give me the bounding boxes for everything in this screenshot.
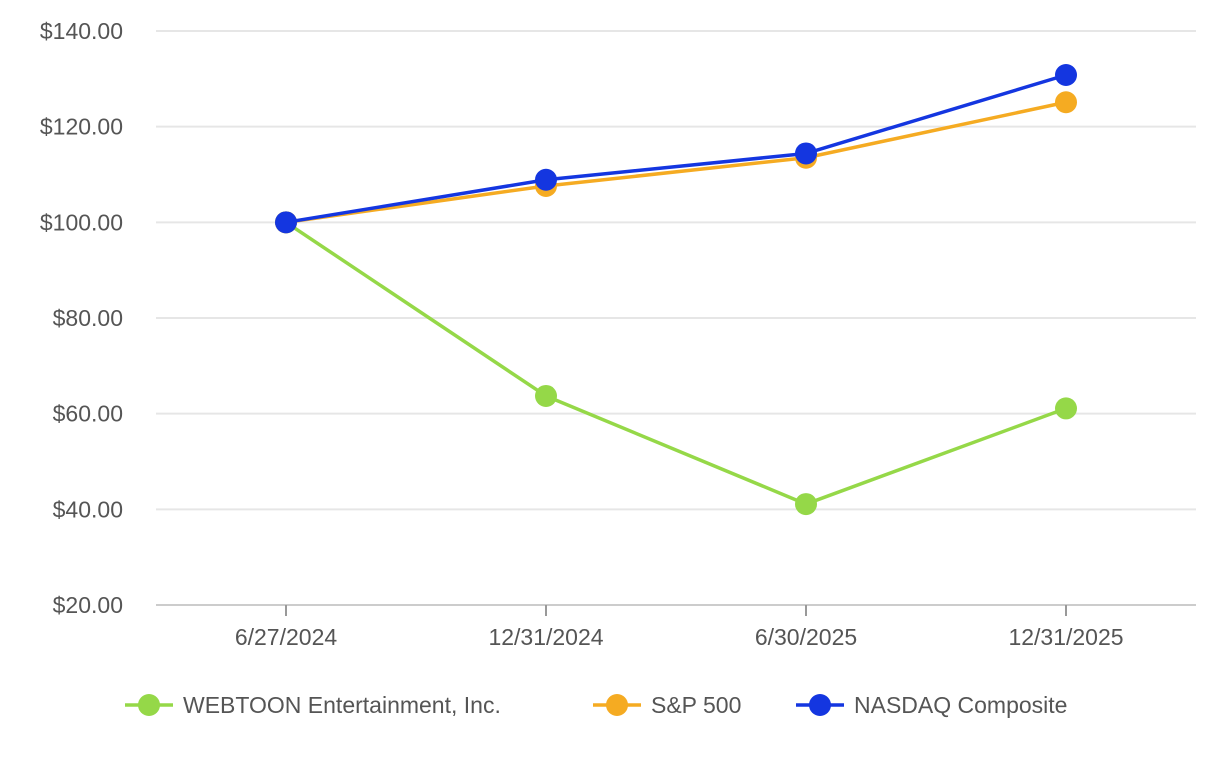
legend-label: NASDAQ Composite: [854, 692, 1067, 718]
grid-lines: [156, 30, 1196, 606]
x-axis: 6/27/2024 12/31/2024 6/30/2025 12/31/2025: [235, 605, 1124, 650]
y-tick-label: $60.00: [53, 401, 123, 427]
data-point: [795, 493, 817, 516]
data-point: [1055, 64, 1077, 87]
series-line: [285, 100, 1067, 225]
x-tick-label: 12/31/2025: [1008, 624, 1123, 650]
y-tick-label: $20.00: [53, 592, 123, 618]
y-tick-label: $40.00: [53, 496, 123, 522]
legend-swatch-marker: [138, 694, 160, 716]
data-point: [535, 384, 557, 407]
data-point: [1055, 91, 1077, 114]
series-group: [275, 64, 1077, 516]
legend: WEBTOON Entertainment, Inc. S&P 500 NASDAQ…: [125, 692, 1067, 718]
y-tick-label: $100.00: [40, 209, 123, 235]
x-tick-label: 6/27/2024: [235, 624, 338, 650]
series-line: [285, 220, 1067, 506]
series-2: [275, 64, 1077, 234]
data-point: [795, 142, 817, 165]
series-0: [275, 211, 1077, 516]
x-tick-label: 12/31/2024: [488, 624, 603, 650]
legend-label: S&P 500: [651, 692, 741, 718]
data-point: [1055, 397, 1077, 420]
y-tick-label: $140.00: [40, 18, 123, 44]
legend-swatch-marker: [809, 694, 831, 716]
x-tick-label: 6/30/2025: [755, 624, 857, 650]
data-point: [535, 168, 557, 191]
y-tick-label: $80.00: [53, 305, 123, 331]
y-tick-label: $120.00: [40, 114, 123, 140]
legend-item-1: S&P 500: [593, 692, 741, 718]
data-point: [275, 211, 297, 234]
series-1: [275, 91, 1077, 234]
legend-item-2: NASDAQ Composite: [796, 692, 1067, 718]
legend-swatch-marker: [606, 694, 628, 716]
series-line: [285, 73, 1067, 225]
legend-label: WEBTOON Entertainment, Inc.: [183, 692, 501, 718]
y-axis-tick-labels: $20.00 $40.00 $60.00 $80.00 $100.00 $120.00 $1…: [40, 18, 123, 618]
legend-item-0: WEBTOON Entertainment, Inc.: [125, 692, 501, 718]
